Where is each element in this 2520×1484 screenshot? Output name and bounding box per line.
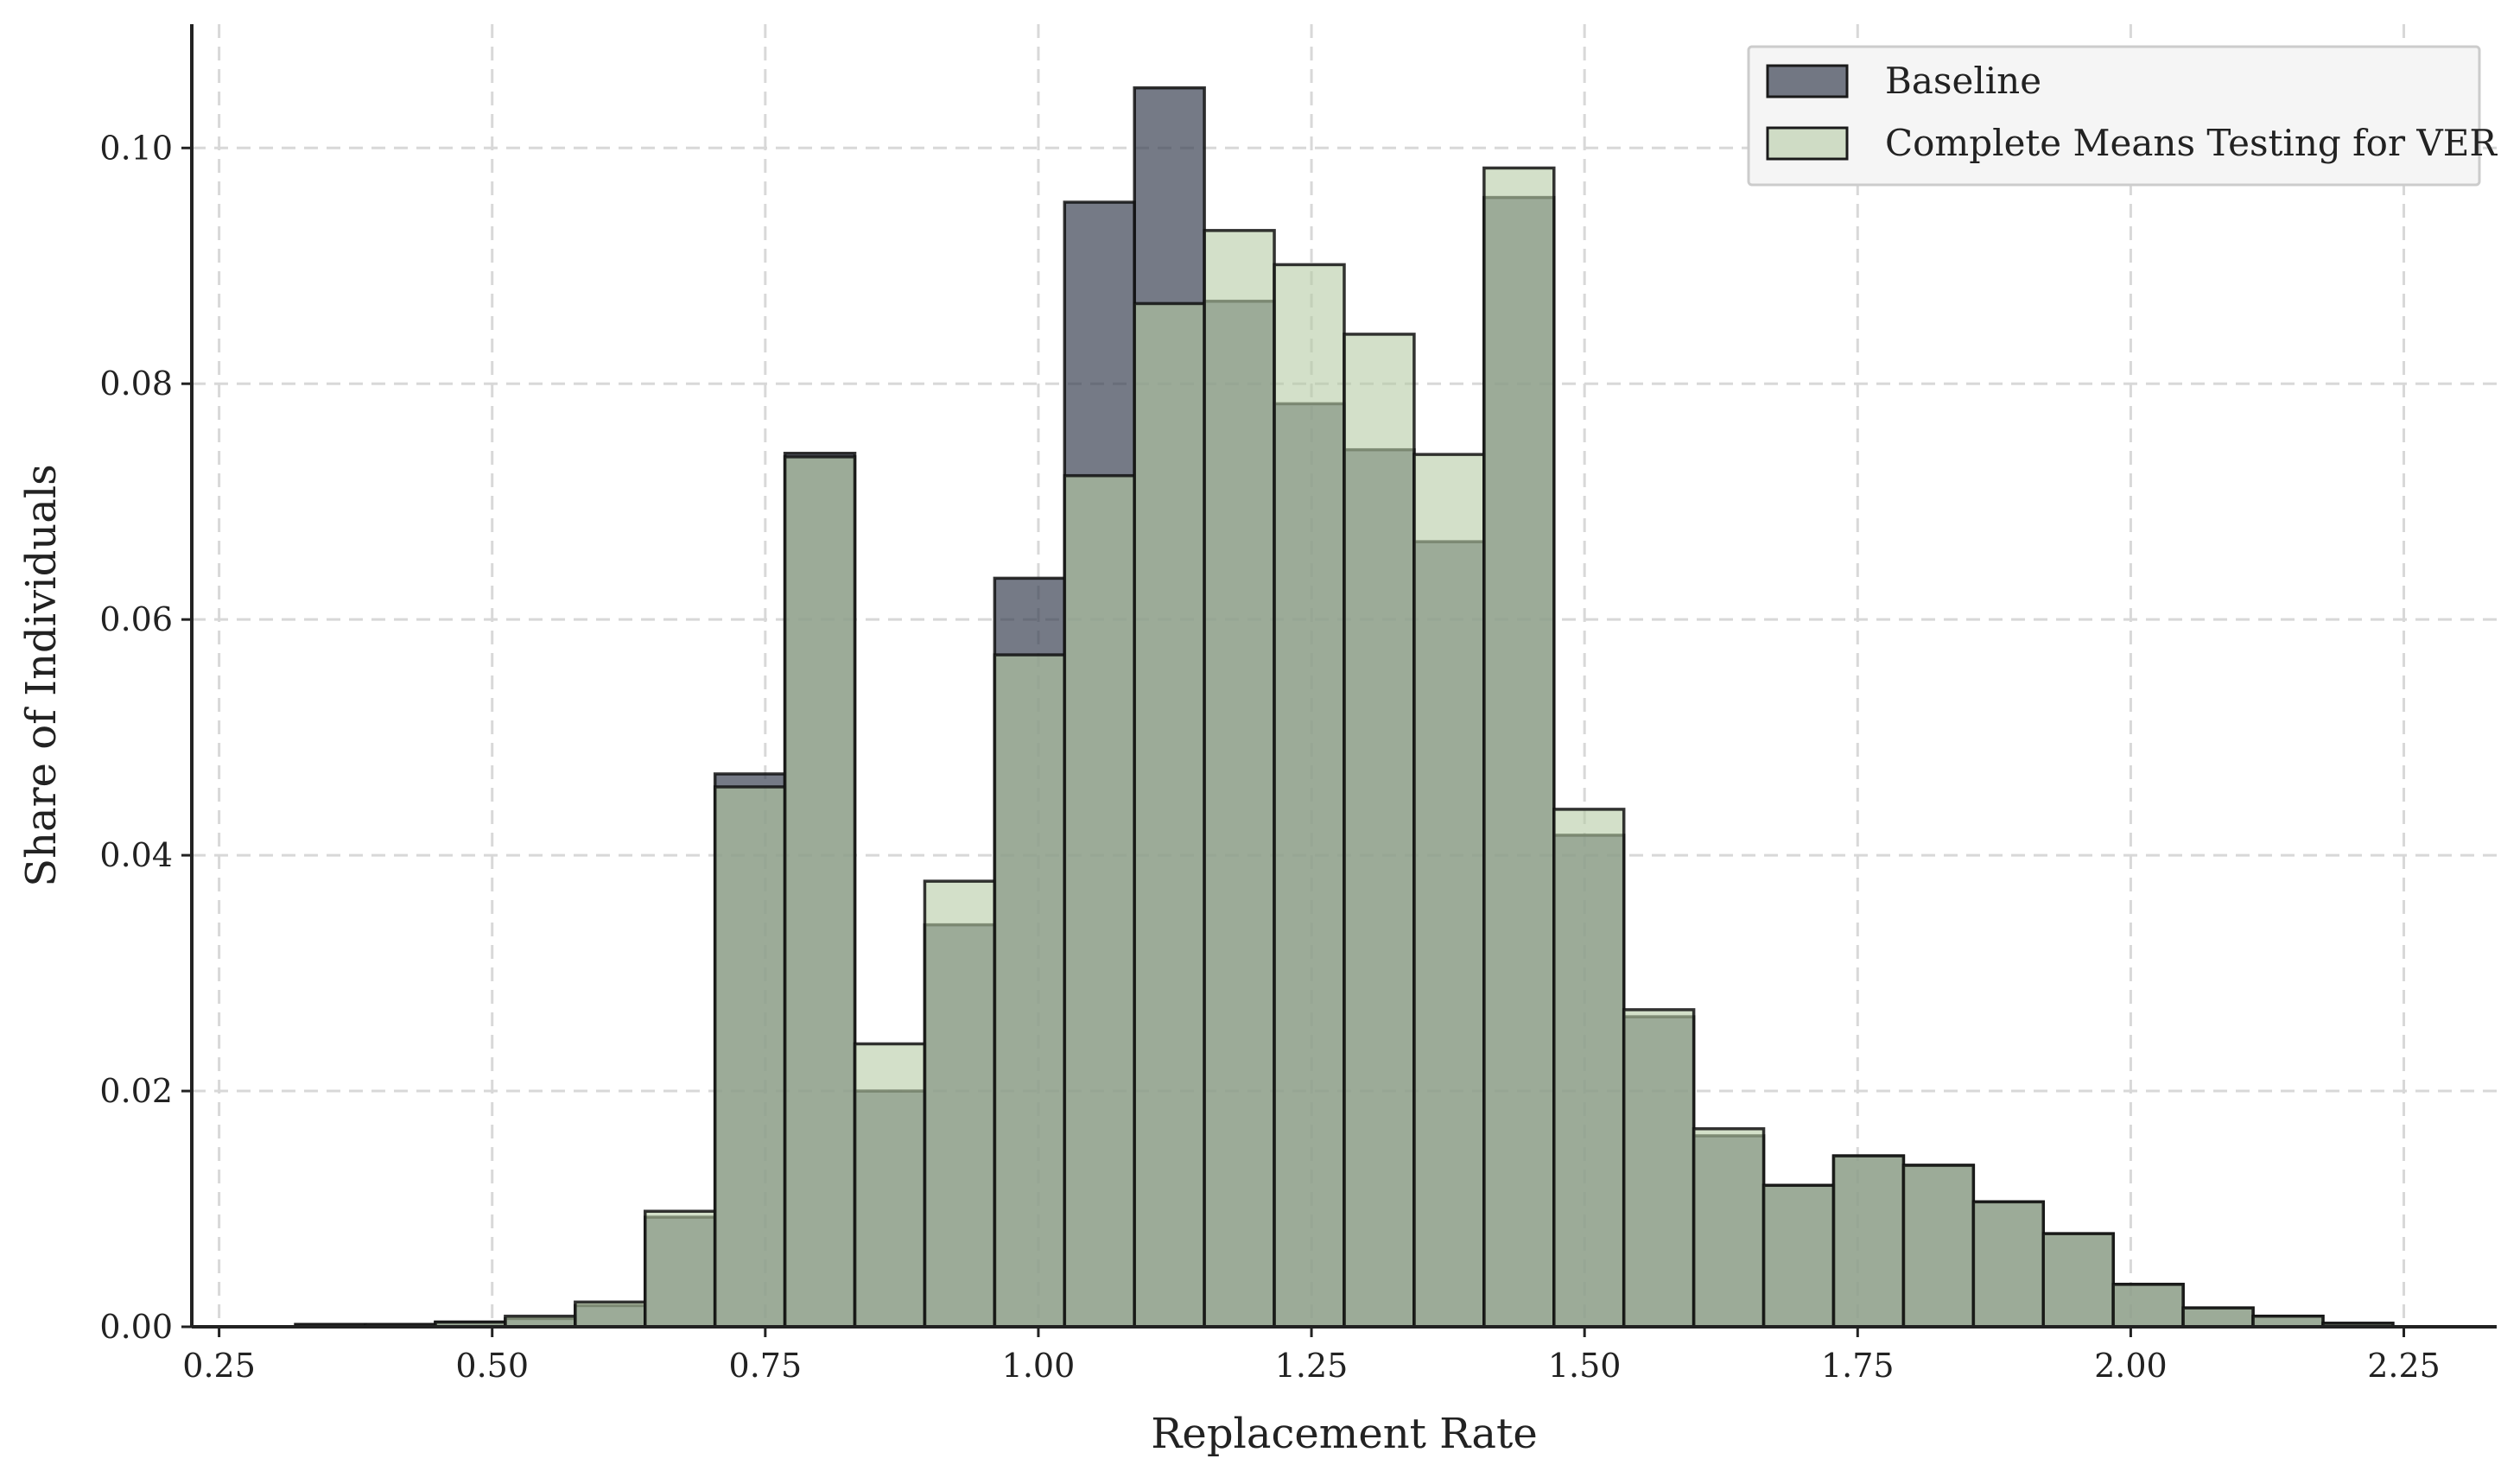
means-testing-bar [1203,229,1276,1329]
y-ticks: 0.00 0.02 0.04 0.06 0.08 0.10 [99,129,192,1346]
x-tick-label: 2.25 [2367,1347,2441,1385]
means-testing-bar [1761,1183,1836,1329]
legend-swatch-baseline [1766,64,1849,98]
means-testing-bar [1482,166,1556,1329]
x-tick-label: 0.50 [455,1347,529,1385]
means-testing-bar [2111,1283,2185,1329]
means-testing-bar [2041,1232,2115,1329]
means-testing-bar [853,1042,927,1329]
y-tick-label: 0.00 [99,1308,173,1346]
means-testing-bar [643,1209,717,1329]
x-tick-label: 0.75 [729,1347,803,1385]
legend: Baseline Complete Means Testing for VER [1747,45,2498,187]
means-testing-bar [1412,453,1486,1329]
means-testing-bar [1971,1200,2046,1329]
x-axis-label: Replacement Rate [1151,1410,1537,1458]
x-tick-label: 1.50 [1548,1347,1622,1385]
y-tick-label: 0.02 [99,1072,173,1110]
y-tick-label: 0.06 [99,600,173,638]
means-testing-bar [2181,1306,2255,1329]
means-testing-bar [1273,263,1346,1329]
means-testing-bar [1622,1008,1696,1329]
means-testing-bar [993,653,1067,1329]
y-tick-label: 0.04 [99,836,173,874]
means-testing-bar [574,1300,647,1329]
x-tick-label: 0.25 [182,1347,256,1385]
legend-label-baseline: Baseline [1885,60,2041,102]
means-testing-bar [1063,473,1136,1329]
x-tick-label: 1.75 [1821,1347,1895,1385]
legend-frame [1747,45,2481,187]
y-tick-label: 0.10 [99,129,173,167]
means-testing-bars [294,166,2395,1329]
x-ticks: 0.25 0.50 0.75 1.00 1.25 1.50 1.75 2.00 2.25 [182,1327,2441,1385]
axes-layer [190,24,2497,1329]
y-axis-label: Share of Individuals [17,464,66,887]
means-testing-bar [783,455,857,1329]
means-testing-bar [713,785,787,1329]
means-testing-bar [1552,808,1626,1329]
legend-swatch-means-testing [1766,126,1849,161]
means-testing-bar [1831,1154,1906,1329]
x-tick-label: 1.00 [1002,1347,1076,1385]
means-testing-bar [1343,333,1416,1329]
means-testing-bar [923,879,997,1329]
legend-label-means-testing: Complete Means Testing for VER [1885,122,2498,164]
means-testing-bar [1692,1126,1766,1329]
x-tick-label: 1.25 [1275,1347,1349,1385]
y-tick-label: 0.08 [99,365,173,403]
x-tick-label: 2.00 [2094,1347,2168,1385]
means-testing-bar [1133,301,1206,1329]
means-testing-bar [1901,1164,1976,1329]
